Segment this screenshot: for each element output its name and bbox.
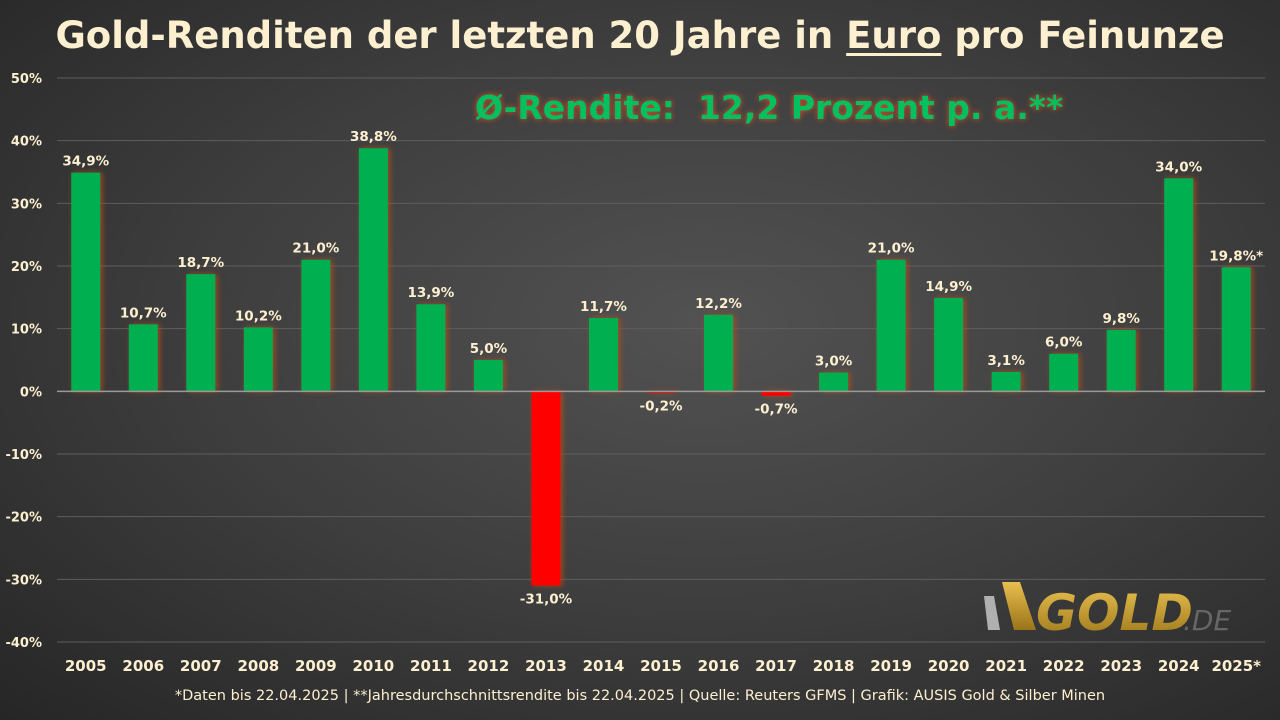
bar-2020 bbox=[934, 297, 964, 392]
x-tick-label: 2012 bbox=[468, 657, 510, 675]
bar-2016 bbox=[704, 314, 734, 392]
bar-2010 bbox=[358, 148, 388, 392]
x-tick-label: 2020 bbox=[928, 657, 970, 675]
y-tick-label: 40% bbox=[11, 135, 42, 150]
bar-2012 bbox=[473, 360, 503, 392]
bar-2017 bbox=[761, 391, 791, 396]
x-tick-label: 2009 bbox=[295, 657, 337, 675]
data-label: -0,2% bbox=[639, 399, 683, 415]
x-tick-label: 2024 bbox=[1158, 657, 1200, 675]
footer-note: *Daten bis 22.04.2025 | **Jahresdurchsch… bbox=[174, 688, 1106, 704]
bar-2018 bbox=[819, 372, 849, 392]
x-tick-label: 2018 bbox=[813, 657, 855, 675]
x-tick-label: 2005 bbox=[65, 657, 107, 675]
bar-2011 bbox=[416, 304, 446, 392]
y-tick-label: 20% bbox=[11, 260, 42, 275]
data-label: 19,8%* bbox=[1209, 248, 1263, 264]
data-label: 34,9% bbox=[62, 154, 109, 170]
data-label: 21,0% bbox=[868, 241, 915, 257]
data-label: -0,7% bbox=[755, 402, 799, 418]
x-tick-label: 2013 bbox=[525, 657, 567, 675]
x-tick-label: 2008 bbox=[237, 657, 279, 675]
bar-2006 bbox=[128, 324, 158, 392]
bar-2013 bbox=[531, 391, 561, 586]
y-tick-label: 30% bbox=[11, 197, 42, 212]
data-label: 10,2% bbox=[235, 308, 282, 324]
x-tick-label: 2021 bbox=[985, 657, 1027, 675]
data-label: 12,2% bbox=[695, 296, 742, 312]
y-tick-label: -20% bbox=[5, 511, 42, 526]
data-label: 11,7% bbox=[580, 299, 627, 315]
x-tick-label: 2019 bbox=[870, 657, 912, 675]
x-tick-label: 2023 bbox=[1100, 657, 1142, 675]
bar-2022 bbox=[1049, 353, 1079, 392]
chart-title: Gold-Renditen der letzten 20 Jahre in Eu… bbox=[55, 14, 1225, 57]
data-label: 34,0% bbox=[1155, 159, 1202, 175]
bar-2021 bbox=[991, 371, 1021, 392]
y-tick-label: -30% bbox=[5, 573, 42, 588]
x-tick-label: 2016 bbox=[698, 657, 740, 675]
x-tick-label: 2015 bbox=[640, 657, 682, 675]
y-tick-label: 50% bbox=[11, 72, 42, 87]
data-label: 13,9% bbox=[407, 285, 454, 301]
bar-2019 bbox=[876, 259, 906, 392]
data-label: 14,9% bbox=[925, 279, 972, 295]
average-return-subtitle: Ø-Rendite: 12,2 Prozent p. a.** bbox=[475, 88, 1064, 127]
bar-2023 bbox=[1106, 329, 1136, 392]
y-tick-label: -40% bbox=[5, 636, 42, 651]
x-tick-label: 2011 bbox=[410, 657, 452, 675]
x-tick-label: 2017 bbox=[755, 657, 797, 675]
bar-2024 bbox=[1164, 178, 1194, 392]
x-tick-label: 2007 bbox=[180, 657, 222, 675]
data-label: 3,0% bbox=[815, 354, 853, 370]
data-label: -31,0% bbox=[520, 592, 573, 608]
x-tick-label: 2014 bbox=[583, 657, 625, 675]
bar-2025* bbox=[1221, 267, 1251, 392]
data-label: 9,8% bbox=[1102, 311, 1140, 327]
bar-2005 bbox=[71, 172, 101, 392]
data-label: 6,0% bbox=[1045, 335, 1083, 351]
bar-2009 bbox=[301, 259, 331, 392]
bar-2007 bbox=[186, 274, 216, 392]
svg-text:.DE: .DE bbox=[1183, 604, 1231, 637]
gold-de-logo: GOLD .DE bbox=[984, 582, 1231, 640]
data-label: 38,8% bbox=[350, 129, 397, 145]
x-tick-label: 2006 bbox=[122, 657, 164, 675]
y-tick-label: 10% bbox=[11, 323, 42, 338]
y-tick-label: -10% bbox=[5, 448, 42, 463]
x-tick-label: 2022 bbox=[1043, 657, 1085, 675]
data-label: 10,7% bbox=[120, 305, 167, 321]
data-label: 21,0% bbox=[292, 241, 339, 257]
x-tick-label: 2010 bbox=[353, 657, 395, 675]
bar-2008 bbox=[243, 327, 273, 392]
data-label: 5,0% bbox=[470, 341, 508, 357]
x-tick-label: 2025* bbox=[1211, 657, 1261, 675]
data-label: 18,7% bbox=[177, 255, 224, 271]
bar-2014 bbox=[588, 318, 618, 392]
data-label: 3,1% bbox=[987, 353, 1025, 369]
y-tick-label: 0% bbox=[20, 385, 42, 400]
svg-text:GOLD: GOLD bbox=[1036, 584, 1193, 640]
